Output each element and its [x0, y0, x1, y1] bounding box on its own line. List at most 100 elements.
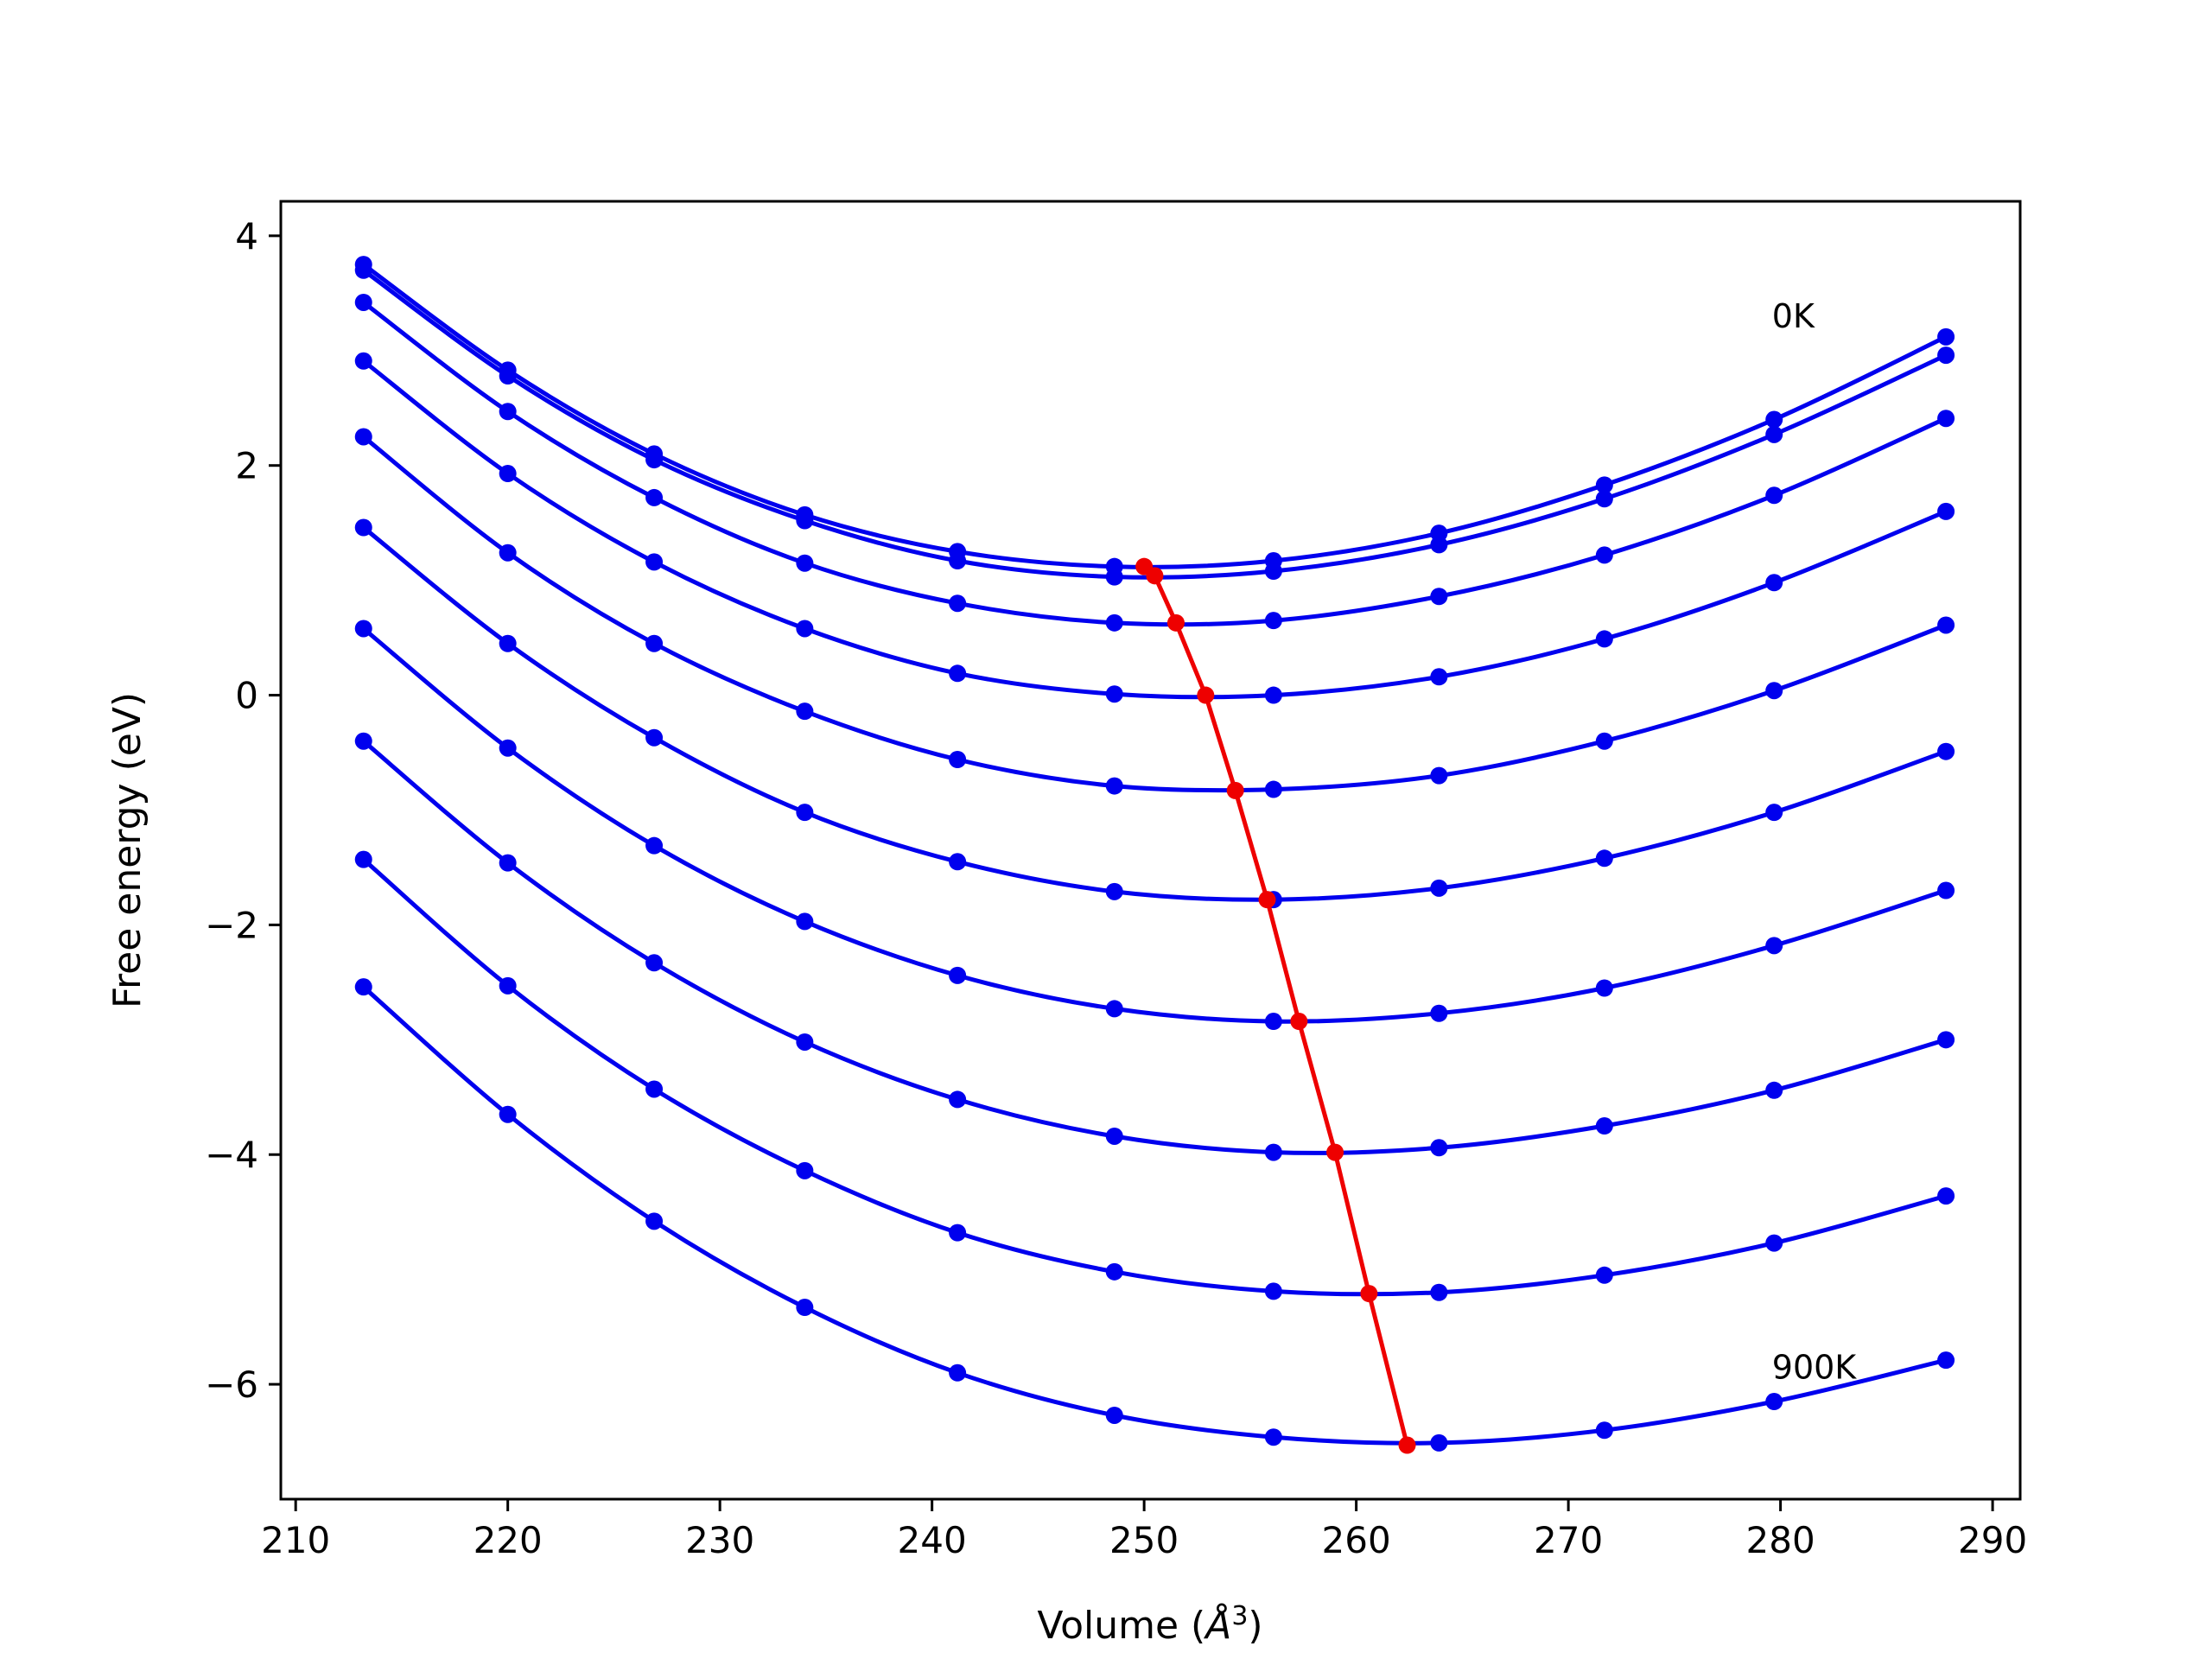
- series-2-point-1: [499, 403, 517, 421]
- series-3-point-3: [796, 620, 814, 638]
- annotation-0: 0K: [1772, 297, 1815, 335]
- series-9-point-8: [1595, 1421, 1613, 1440]
- series-8-point-8: [1595, 1266, 1613, 1284]
- x-tick-label-240: 240: [898, 1519, 967, 1561]
- series-2-point-10: [1937, 410, 1955, 428]
- series-9-point-6: [1264, 1428, 1282, 1446]
- minima-point-7: [1326, 1143, 1344, 1161]
- x-axis-title: Volume (Å3): [1037, 1601, 1262, 1648]
- series-7-point-2: [645, 954, 664, 972]
- series-8-point-10: [1937, 1187, 1955, 1205]
- series-3-point-9: [1765, 574, 1783, 592]
- series-7-point-6: [1264, 1143, 1282, 1161]
- series-0-point-10: [1937, 327, 1955, 346]
- series-5-point-2: [645, 728, 664, 747]
- series-4-point-0: [354, 428, 372, 446]
- series-4-point-8: [1595, 732, 1613, 750]
- series-3-point-5: [1105, 685, 1123, 703]
- series-4-point-5: [1105, 777, 1123, 795]
- minima-point-9: [1398, 1436, 1416, 1454]
- series-1-point-10: [1937, 346, 1955, 365]
- series-2-point-7: [1430, 588, 1448, 606]
- series-2-point-2: [645, 488, 664, 506]
- y-tick-label-0: 4: [235, 215, 258, 257]
- series-1-point-0: [354, 261, 372, 279]
- series-4-point-2: [645, 634, 664, 652]
- series-7-point-3: [796, 1033, 814, 1051]
- x-tick-label-230: 230: [685, 1519, 754, 1561]
- series-8-point-9: [1765, 1234, 1783, 1252]
- series-3-point-0: [354, 352, 372, 370]
- series-7-point-7: [1430, 1139, 1448, 1157]
- series-3-point-1: [499, 465, 517, 483]
- series-5-point-3: [796, 804, 814, 822]
- series-1-point-4: [949, 552, 967, 570]
- series-8-point-7: [1430, 1283, 1448, 1301]
- series-6-point-0: [354, 620, 372, 638]
- series-7-point-0: [354, 732, 372, 750]
- series-5-point-9: [1765, 804, 1783, 822]
- series-9-point-0: [354, 978, 372, 996]
- series-5-point-4: [949, 853, 967, 871]
- series-8-point-3: [796, 1161, 814, 1179]
- series-8-point-5: [1105, 1262, 1123, 1281]
- minima-layer: [1135, 557, 1416, 1454]
- series-1-point-6: [1264, 563, 1282, 581]
- series-8-point-4: [949, 1224, 967, 1242]
- series-7-point-10: [1937, 1031, 1955, 1049]
- minima-point-5: [1258, 891, 1276, 909]
- series-1-point-9: [1765, 425, 1783, 443]
- series-7-point-4: [949, 1090, 967, 1109]
- x-tick-label-220: 220: [474, 1519, 543, 1561]
- series-2-point-5: [1105, 613, 1123, 632]
- series-6-point-6: [1264, 1013, 1282, 1031]
- series-6-point-7: [1430, 1004, 1448, 1022]
- series-1-point-5: [1105, 568, 1123, 586]
- series-4-point-4: [949, 750, 967, 768]
- series-9-point-10: [1937, 1351, 1955, 1370]
- series-8-point-1: [499, 976, 517, 995]
- series-4-point-10: [1937, 616, 1955, 634]
- x-tick-label-250: 250: [1109, 1519, 1179, 1561]
- annotations-layer: 0K 900K: [1772, 297, 1858, 1386]
- series-4-point-9: [1765, 682, 1783, 700]
- series-9-point-9: [1765, 1393, 1783, 1411]
- series-9-point-7: [1430, 1433, 1448, 1452]
- series-9-point-2: [645, 1212, 664, 1230]
- series-9-point-3: [796, 1299, 814, 1317]
- series-5-point-8: [1595, 849, 1613, 868]
- minima-point-4: [1226, 781, 1244, 799]
- series-9-point-4: [949, 1363, 967, 1382]
- series-3-point-7: [1430, 668, 1448, 686]
- series-2-point-8: [1595, 546, 1613, 564]
- series-1-point-8: [1595, 490, 1613, 508]
- series-0-point-9: [1765, 410, 1783, 429]
- series-2-point-4: [949, 594, 967, 613]
- series-5-point-5: [1105, 882, 1123, 900]
- minima-point-8: [1360, 1285, 1378, 1303]
- y-tick-label-5: −6: [205, 1363, 258, 1406]
- series-3-point-6: [1264, 686, 1282, 704]
- series-4-point-7: [1430, 766, 1448, 785]
- series-9-point-5: [1105, 1406, 1123, 1424]
- ticks-layer: 210 220 230 240 250 260 270 280 290 4 2 0 −2 −4 −6: [205, 215, 2027, 1561]
- series-1-point-1: [499, 367, 517, 385]
- series-5-point-7: [1430, 879, 1448, 897]
- series-6-point-2: [645, 836, 664, 855]
- plot-frame: [279, 200, 2022, 1501]
- series-5-point-10: [1937, 742, 1955, 760]
- series-3-point-2: [645, 553, 664, 571]
- series-6-point-8: [1595, 979, 1613, 997]
- annotation-1: 900K: [1772, 1348, 1858, 1386]
- series-8-point-0: [354, 850, 372, 868]
- x-tick-label-210: 210: [261, 1519, 330, 1561]
- series-4-point-3: [796, 702, 814, 721]
- series-3-point-8: [1595, 630, 1613, 648]
- series-1-point-3: [796, 512, 814, 530]
- series-6-point-4: [949, 966, 967, 984]
- series-8-point-2: [645, 1080, 664, 1098]
- series-6-point-10: [1937, 881, 1955, 899]
- x-tick-label-290: 290: [1958, 1519, 2027, 1561]
- series-2-point-9: [1765, 486, 1783, 505]
- curves-layer: [354, 256, 1955, 1452]
